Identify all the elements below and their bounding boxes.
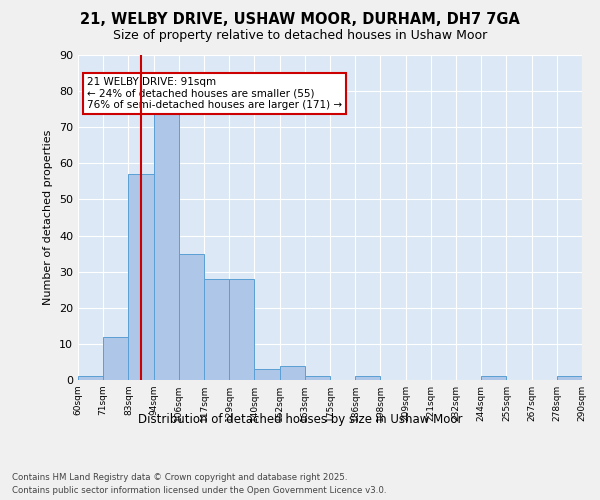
Bar xyxy=(355,376,380,380)
Text: Contains HM Land Registry data © Crown copyright and database right 2025.: Contains HM Land Registry data © Crown c… xyxy=(12,472,347,482)
Text: 21 WELBY DRIVE: 91sqm
← 24% of detached houses are smaller (55)
76% of semi-deta: 21 WELBY DRIVE: 91sqm ← 24% of detached … xyxy=(87,76,342,110)
Y-axis label: Number of detached properties: Number of detached properties xyxy=(43,130,53,305)
Text: Distribution of detached houses by size in Ushaw Moor: Distribution of detached houses by size … xyxy=(138,412,462,426)
Bar xyxy=(204,279,229,380)
Bar xyxy=(154,109,179,380)
Bar xyxy=(254,369,280,380)
Text: Size of property relative to detached houses in Ushaw Moor: Size of property relative to detached ho… xyxy=(113,29,487,42)
Bar xyxy=(128,174,154,380)
Bar xyxy=(280,366,305,380)
Bar xyxy=(179,254,204,380)
Bar xyxy=(103,336,128,380)
Text: 21, WELBY DRIVE, USHAW MOOR, DURHAM, DH7 7GA: 21, WELBY DRIVE, USHAW MOOR, DURHAM, DH7… xyxy=(80,12,520,28)
Bar xyxy=(78,376,103,380)
Bar xyxy=(229,279,254,380)
Text: Contains public sector information licensed under the Open Government Licence v3: Contains public sector information licen… xyxy=(12,486,386,495)
Bar xyxy=(557,376,582,380)
Bar xyxy=(481,376,506,380)
Bar xyxy=(305,376,330,380)
